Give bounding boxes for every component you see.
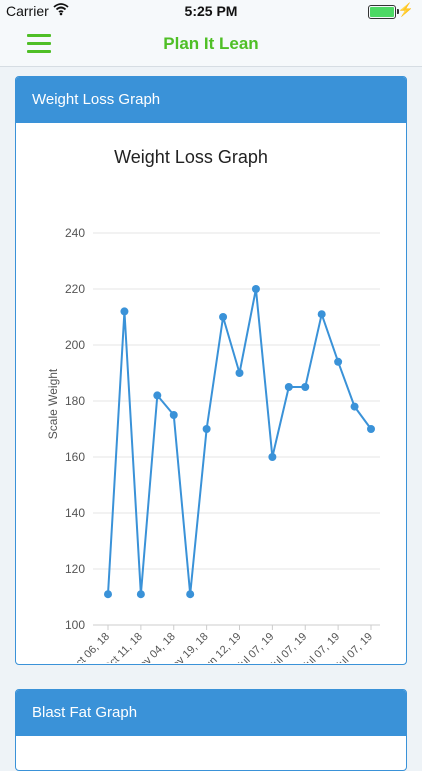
- data-point: [350, 402, 359, 411]
- y-tick-label: 240: [65, 226, 85, 240]
- status-bar: Carrier 5:25 PM ⚡: [0, 0, 422, 22]
- data-point: [219, 313, 228, 321]
- data-point: [268, 453, 277, 461]
- navigation-bar: Plan It Lean: [0, 22, 422, 67]
- x-tick-label: Jul 07, 19: [234, 631, 276, 663]
- weight-loss-chart-area: Weight Loss Graph Scale Weight 100 120 140…: [16, 123, 406, 663]
- y-tick-label: 220: [65, 282, 85, 296]
- data-point: [186, 590, 195, 599]
- carrier-label: Carrier: [6, 3, 49, 19]
- y-tick-label: 200: [65, 338, 85, 352]
- data-point: [104, 590, 112, 599]
- data-point: [367, 425, 375, 433]
- data-point: [136, 590, 145, 599]
- data-point: [284, 383, 293, 391]
- y-tick-label: 100: [65, 618, 85, 632]
- y-tick-label: 180: [65, 394, 85, 408]
- data-point: [317, 310, 326, 319]
- weight-loss-card-header: Weight Loss Graph: [16, 77, 406, 123]
- x-tick-label: Jul 07, 19: [267, 631, 309, 663]
- series-line: [107, 288, 372, 596]
- y-tick-label: 120: [65, 562, 85, 576]
- y-tick-label: 160: [65, 450, 85, 464]
- charging-bolt-icon: ⚡: [397, 2, 414, 17]
- menu-icon[interactable]: [27, 34, 51, 53]
- blast-fat-card-header: Blast Fat Graph: [16, 690, 406, 736]
- data-point: [202, 425, 211, 433]
- app-title: Plan It Lean: [163, 34, 259, 53]
- weight-loss-card: Weight Loss Graph Weight Loss Graph Scal…: [15, 76, 407, 665]
- clock-time: 5:25 PM: [184, 3, 238, 19]
- y-axis-label: Scale Weight: [46, 368, 60, 439]
- data-point: [301, 383, 310, 391]
- y-tick-label: 140: [65, 506, 85, 520]
- blast-fat-card: Blast Fat Graph: [15, 689, 407, 771]
- data-point: [334, 357, 343, 366]
- data-point: [235, 369, 244, 377]
- wifi-icon: [53, 2, 69, 19]
- data-point: [153, 391, 162, 400]
- battery-cap: [397, 9, 399, 14]
- chart-title: Weight Loss Graph: [114, 147, 268, 167]
- x-tick-label: Jul 07, 19: [300, 631, 342, 663]
- x-tick-label: Jul 07, 19: [333, 631, 375, 663]
- data-point: [120, 307, 129, 316]
- x-tick-label: Oct 06, 18: [68, 631, 112, 663]
- data-point: [169, 411, 178, 419]
- weight-loss-chart: Weight Loss Graph Scale Weight 100 120 140…: [46, 147, 380, 663]
- battery-icon: [368, 5, 396, 19]
- data-point: [251, 285, 260, 293]
